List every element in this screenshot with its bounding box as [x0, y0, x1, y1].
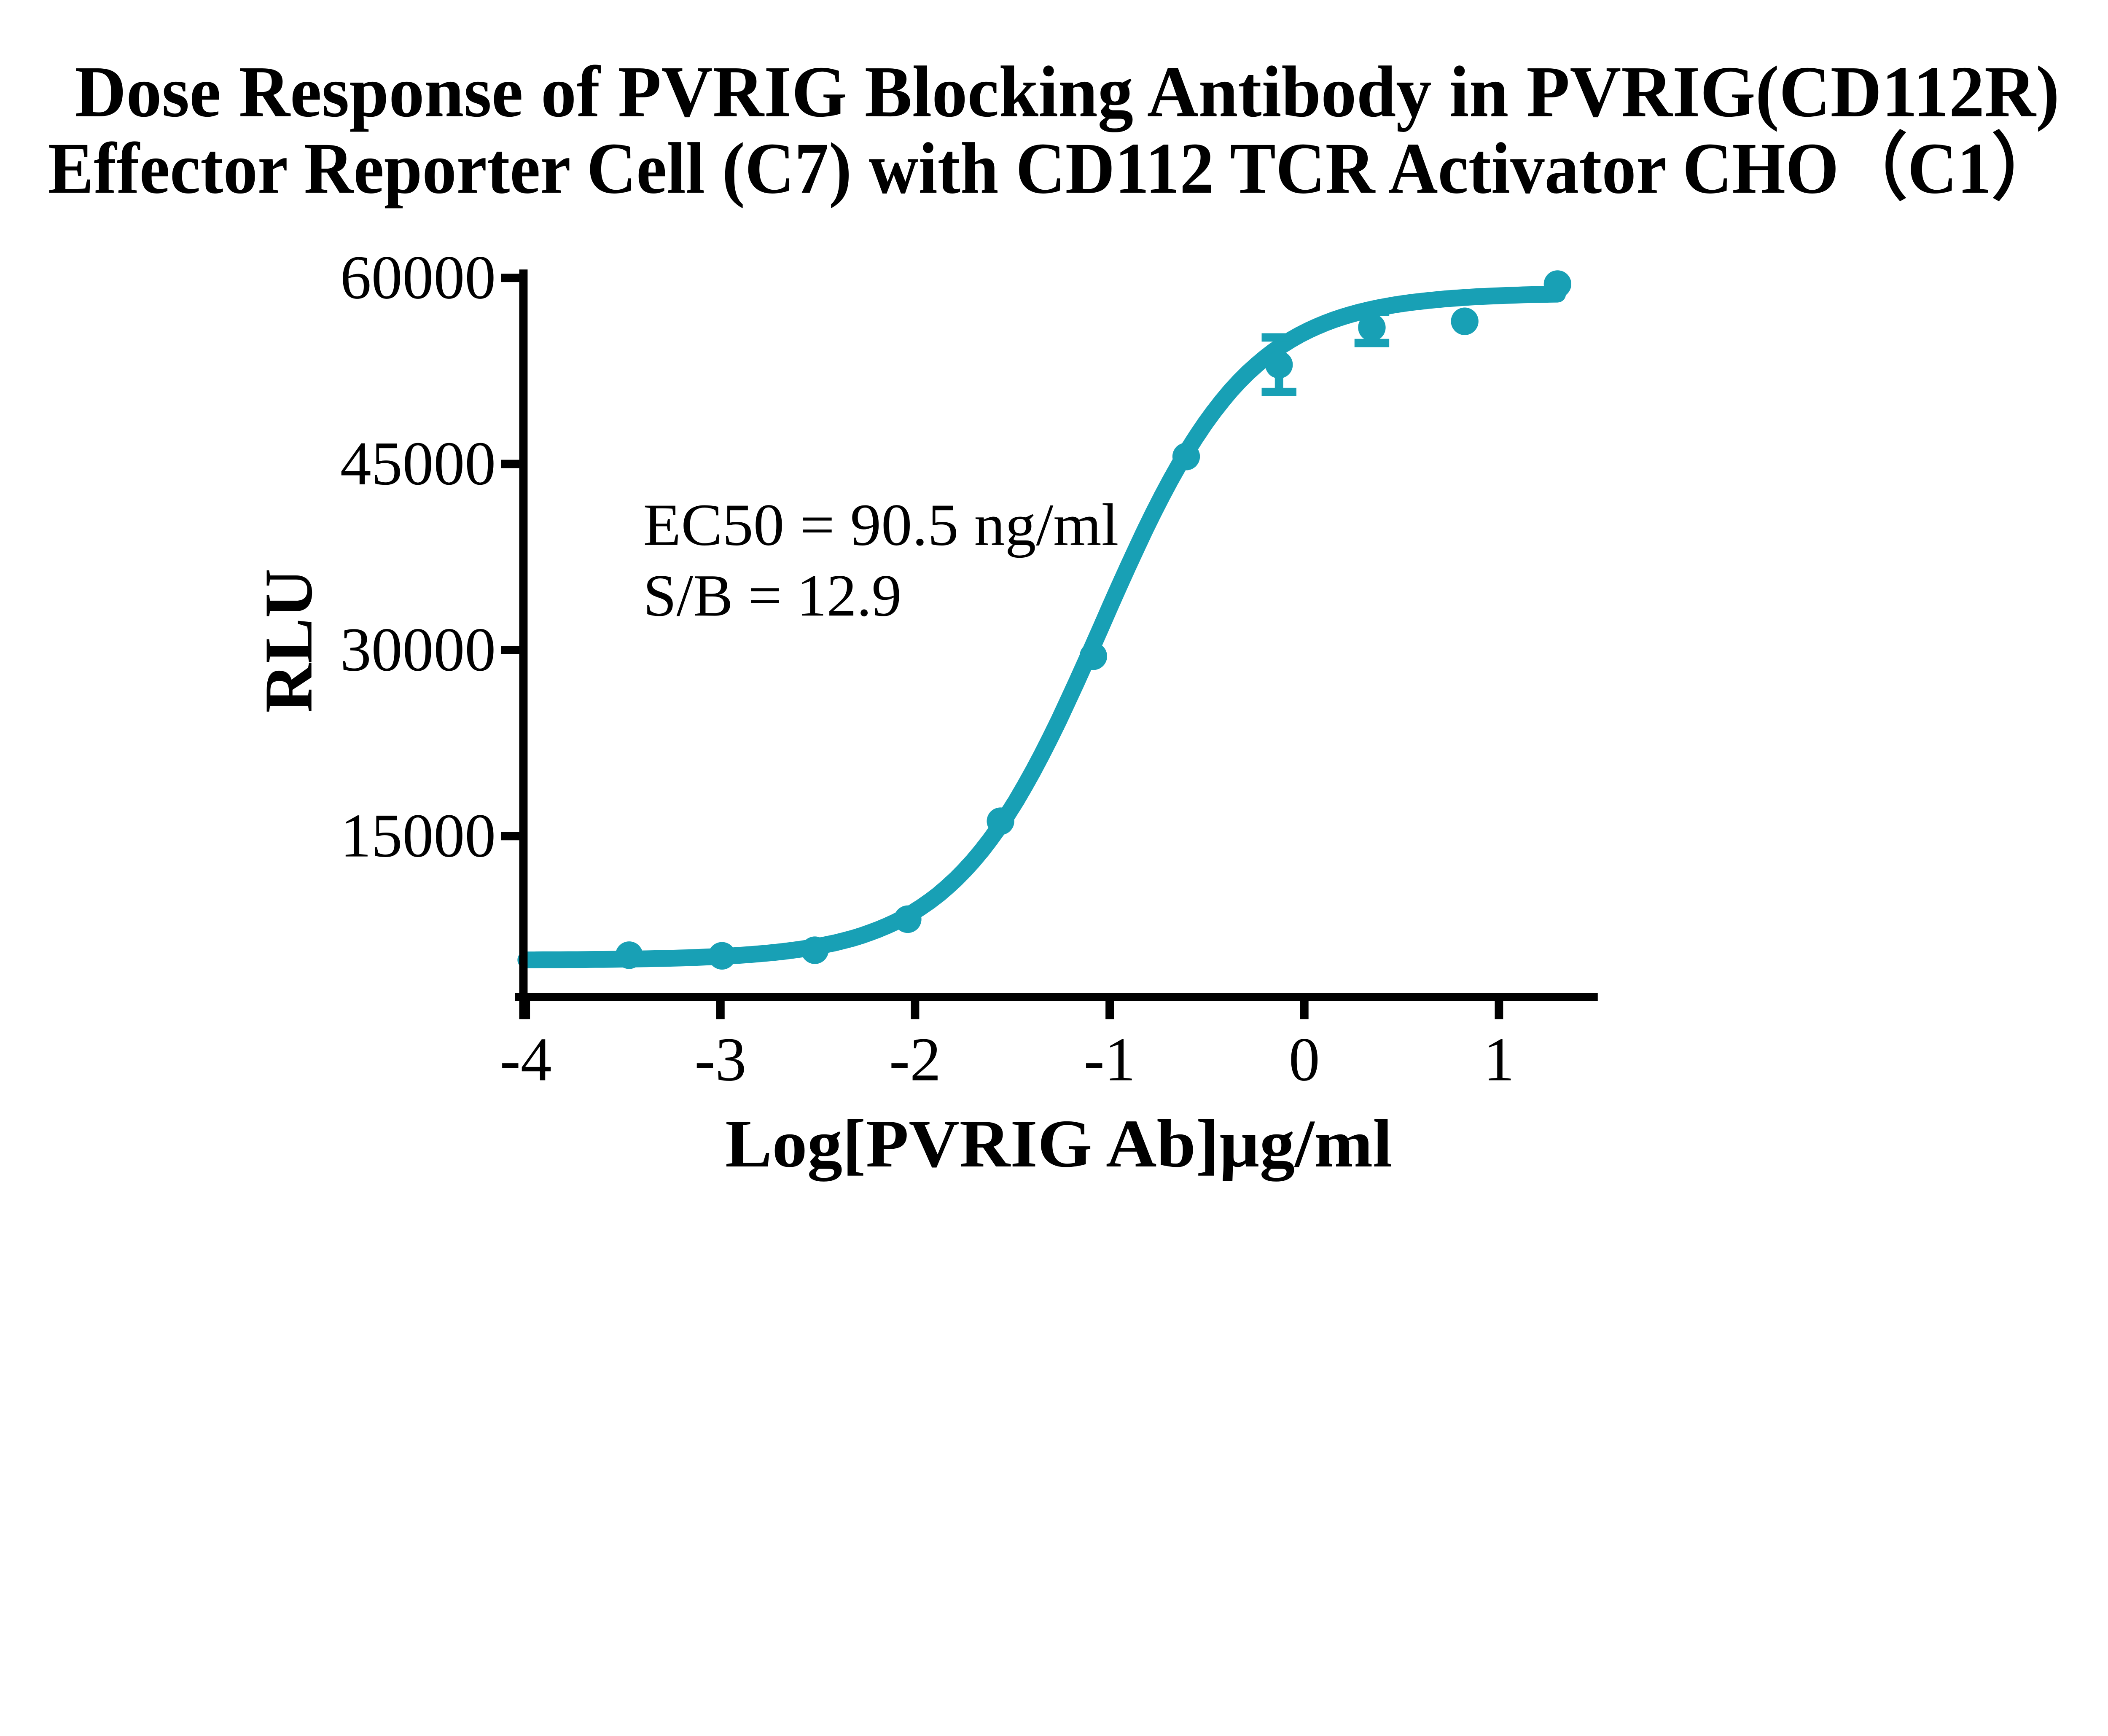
x-tick-label: 1 [1483, 1024, 1514, 1094]
y-tick-label: 15000 [340, 801, 496, 870]
y-tick-label: 45000 [340, 429, 496, 498]
data-point [1079, 642, 1107, 670]
plot-area: 15000 30000 45000 60000 -4 -3 -2 -1 0 1 [340, 242, 1598, 1094]
chart-title-line2: Effector Reporter Cell (C7) with CD112 T… [48, 128, 2060, 209]
x-axis-title: Log[PVRIG Ab]µg/ml [725, 1106, 1392, 1182]
y-axis-ticks [501, 274, 519, 841]
x-tick-label: -4 [500, 1024, 552, 1094]
y-axis-title: RLU [251, 569, 327, 713]
y-tick-label: 30000 [340, 615, 496, 684]
data-point [801, 936, 829, 964]
dose-response-chart: Dose Response of PVRIG Blocking Antibody… [48, 51, 2060, 1182]
annotation-ec50: EC50 = 90.5 ng/ml [643, 492, 1119, 558]
x-tick-label: -2 [889, 1024, 941, 1094]
x-tick-label: 0 [1289, 1024, 1320, 1094]
data-point [894, 905, 922, 933]
data-point [1543, 270, 1572, 298]
data-points [615, 270, 1572, 970]
y-axis-tick-labels: 15000 30000 45000 60000 [340, 242, 496, 870]
x-tick-label: -1 [1084, 1024, 1136, 1094]
data-point [615, 941, 643, 969]
data-point [1265, 351, 1293, 379]
data-point [987, 807, 1014, 835]
y-tick-label: 60000 [340, 242, 496, 312]
data-point [1358, 314, 1386, 341]
data-point [1172, 443, 1200, 470]
x-axis-tick-labels: -4 -3 -2 -1 0 1 [500, 1024, 1515, 1094]
x-tick-label: -3 [694, 1024, 746, 1094]
fit-curve [517, 285, 1566, 968]
chart-title-line1: Dose Response of PVRIG Blocking Antibody… [75, 52, 2060, 132]
x-axis-ticks [522, 1001, 1503, 1019]
axes [501, 269, 1598, 1019]
data-point [1451, 307, 1479, 335]
data-point [708, 942, 736, 970]
annotation-sb: S/B = 12.9 [643, 562, 902, 629]
